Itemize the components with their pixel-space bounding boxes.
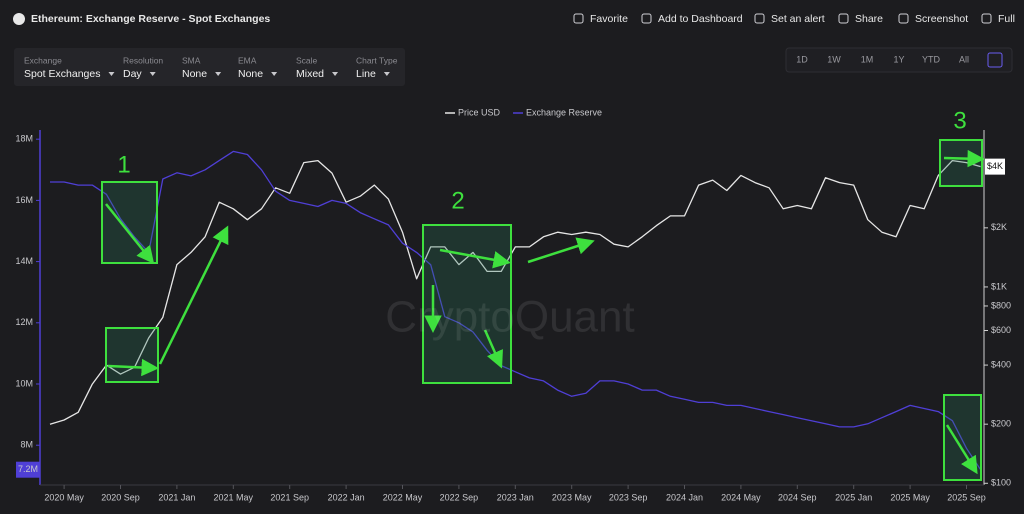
highlight-box <box>101 181 158 264</box>
x-tick-label: 2025 Sep <box>947 492 986 502</box>
annotation-number: 3 <box>953 107 966 134</box>
caret <box>215 72 222 76</box>
control-label: SMA <box>182 55 201 65</box>
legend-label: Exchange Reserve <box>526 107 602 117</box>
legend-label: Price USD <box>458 107 501 117</box>
x-tick-label: 2023 Sep <box>609 492 648 502</box>
plot <box>49 150 982 471</box>
control-value[interactable]: Line <box>356 68 376 80</box>
range-button[interactable]: 1W <box>827 54 841 64</box>
y-tick-label: 16M <box>15 195 33 205</box>
page-title: Ethereum: Exchange Reserve - Spot Exchan… <box>31 13 270 25</box>
arrow <box>107 358 159 377</box>
x-tick-label: 2023 May <box>552 492 592 502</box>
value-marker <box>16 461 40 478</box>
x-tick-label: 2022 Jan <box>328 492 365 502</box>
control-label: Resolution <box>123 55 163 65</box>
series-line <box>50 150 982 471</box>
control-label: Scale <box>296 55 318 65</box>
x-tick-label: 2022 Sep <box>440 492 479 502</box>
highlight-box <box>105 327 159 383</box>
action-icon <box>754 13 765 24</box>
annotation-boxes <box>101 139 985 481</box>
series-line <box>49 159 981 425</box>
control-label: EMA <box>238 55 257 65</box>
value-marker-label: $4K <box>987 161 1003 171</box>
action-icon <box>838 13 849 24</box>
x-tick-label: 2024 Sep <box>778 492 817 502</box>
arrow <box>945 424 978 475</box>
arrow <box>105 203 155 264</box>
value-marker-label: 7.2M <box>18 464 38 474</box>
x-tick-label: 2022 May <box>383 492 423 502</box>
y2-tick-label: $100 <box>991 478 1011 488</box>
y-tick-label: 18M <box>15 134 33 144</box>
range-button[interactable]: 1D <box>796 54 808 64</box>
action-button[interactable]: Set an alert <box>771 13 825 25</box>
eth-icon <box>13 13 25 25</box>
arrow <box>158 225 229 365</box>
arrow <box>439 248 511 269</box>
y-tick-label: 12M <box>15 317 33 327</box>
x-tick-label: 2024 May <box>721 492 761 502</box>
action-button[interactable]: Favorite <box>590 13 628 25</box>
x-tick-label: 2025 May <box>890 492 930 502</box>
action-icon <box>641 13 652 24</box>
highlight-box <box>939 139 983 187</box>
x-tick-label: 2025 Jan <box>835 492 872 502</box>
caret <box>108 72 115 76</box>
calendar-button[interactable] <box>987 52 1003 68</box>
x-tick-label: 2020 Sep <box>101 492 140 502</box>
action-button[interactable]: Share <box>855 13 883 25</box>
y-tick-label: 10M <box>15 378 33 388</box>
control-label: Exchange <box>24 55 62 65</box>
control-value[interactable]: None <box>182 68 207 80</box>
x-tick-label: 2021 Sep <box>270 492 309 502</box>
range-button[interactable]: 1M <box>861 54 874 64</box>
action-icon <box>898 13 909 24</box>
watermark: CryptoQuant <box>385 293 634 342</box>
range-button[interactable]: All <box>959 54 969 64</box>
annotation-number: 1 <box>117 151 130 178</box>
x-tick-label: 2020 May <box>44 492 84 502</box>
y2-tick-label: $600 <box>991 325 1011 335</box>
control-value[interactable]: Spot Exchanges <box>24 68 100 80</box>
range-bar <box>785 47 1013 73</box>
y2-tick-label: $800 <box>991 300 1011 310</box>
control-value[interactable]: Mixed <box>296 68 324 80</box>
caret <box>332 72 339 76</box>
x-tick-label: 2021 Jan <box>158 492 195 502</box>
action-icon <box>573 13 584 24</box>
action-button[interactable]: Add to Dashboard <box>658 13 743 25</box>
annotation-number: 2 <box>451 187 464 214</box>
x-tick-label: 2021 May <box>214 492 254 502</box>
caret <box>149 72 156 76</box>
controls-bar <box>14 48 405 86</box>
y-tick-label: 14M <box>15 256 33 266</box>
action-icon <box>981 13 992 24</box>
value-marker <box>985 158 1005 175</box>
y2-tick-label: $400 <box>991 359 1011 369</box>
y2-tick-label: $1K <box>991 281 1007 291</box>
action-button[interactable]: Full <box>998 13 1015 25</box>
y2-tick-label: $2K <box>991 222 1007 232</box>
range-button[interactable]: 1Y <box>893 54 904 64</box>
arrow <box>483 329 503 369</box>
y-tick-label: 8M <box>20 440 33 450</box>
control-value[interactable]: None <box>238 68 263 80</box>
action-button[interactable]: Screenshot <box>915 13 968 25</box>
y2-tick-label: $200 <box>991 419 1011 429</box>
arrow <box>943 149 985 168</box>
caret <box>383 72 390 76</box>
arrow <box>527 237 595 264</box>
range-button[interactable]: YTD <box>922 54 941 64</box>
control-value[interactable]: Day <box>123 68 142 80</box>
highlight-box <box>943 394 982 481</box>
caret <box>271 72 278 76</box>
x-tick-label: 2024 Jan <box>666 492 703 502</box>
x-tick-label: 2023 Jan <box>497 492 534 502</box>
control-label: Chart Type <box>356 55 398 65</box>
